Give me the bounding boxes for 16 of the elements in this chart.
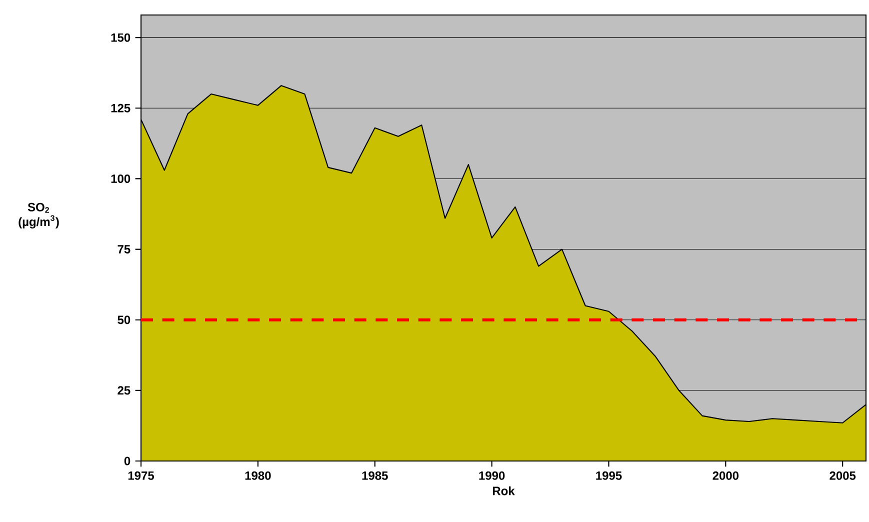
x-tick-label: 1995 bbox=[596, 471, 622, 480]
y-tick-label: 50 bbox=[118, 316, 130, 324]
y-tick-label: 0 bbox=[124, 456, 130, 466]
x-tick-label: 2000 bbox=[712, 471, 739, 480]
y-tick-label: 75 bbox=[118, 245, 130, 254]
x-tick-label: 1980 bbox=[245, 471, 271, 480]
y-axis-title: SO$_{2}$ (µg/m$^{3}$) bbox=[18, 202, 59, 228]
x-axis-title: Rok bbox=[492, 486, 515, 496]
y-tick-label: 25 bbox=[118, 386, 130, 395]
x-tick-label: 1990 bbox=[479, 471, 505, 480]
x-tick-label: 1985 bbox=[362, 471, 388, 480]
y-tick-label: 100 bbox=[111, 174, 130, 183]
y-tick-label: 125 bbox=[111, 104, 130, 112]
x-tick-label: 2005 bbox=[830, 471, 856, 480]
x-tick-label: 1975 bbox=[128, 471, 154, 480]
y-tick-label: 150 bbox=[111, 33, 130, 42]
